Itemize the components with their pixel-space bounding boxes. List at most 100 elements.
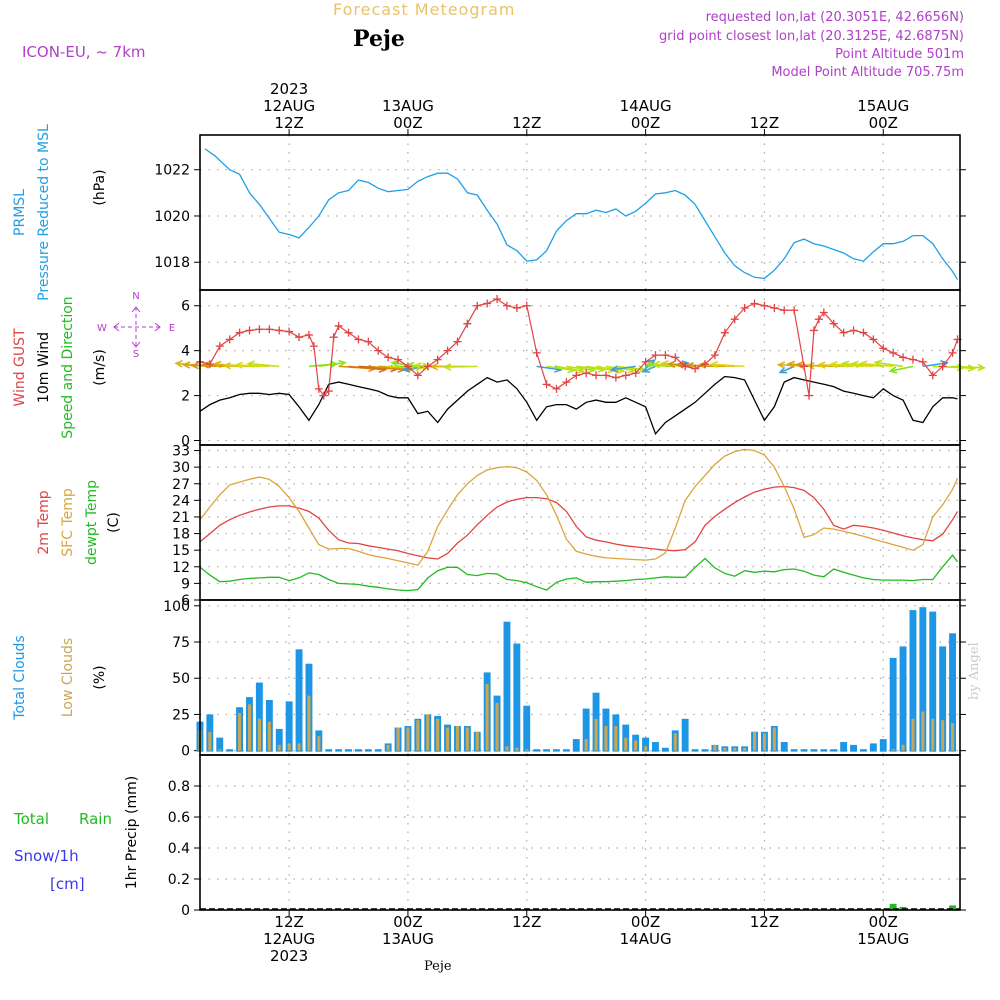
gust-marker bbox=[493, 294, 502, 303]
panel-ylabel: SFC Temp bbox=[60, 488, 76, 557]
gust-marker bbox=[205, 360, 214, 369]
wind-arrow-head bbox=[234, 361, 244, 369]
bottom-time-label: 00Z bbox=[869, 913, 898, 931]
panel-ylabel: 1hr Precip (mm) bbox=[124, 776, 140, 889]
gust-marker bbox=[215, 342, 224, 351]
gust-marker bbox=[235, 328, 244, 337]
panel-ylabel: PRMSL bbox=[12, 189, 28, 236]
wind-arrow-head bbox=[413, 362, 422, 370]
gust-marker bbox=[651, 351, 660, 360]
gust-marker bbox=[329, 333, 338, 342]
y-tick-label: 6 bbox=[181, 299, 190, 315]
low-cloud-bar bbox=[584, 739, 588, 751]
gust-marker bbox=[928, 371, 937, 380]
gust-marker bbox=[859, 328, 868, 337]
gust-marker bbox=[403, 362, 412, 371]
wind-arrow-head bbox=[338, 359, 348, 368]
gust-marker bbox=[770, 303, 779, 312]
wind-arrow-head bbox=[817, 361, 826, 369]
top-time-label: 13AUG bbox=[382, 97, 434, 115]
total-cloud-bar bbox=[325, 749, 333, 752]
gust-marker bbox=[611, 373, 620, 382]
low-cloud-bar bbox=[257, 718, 261, 751]
wind-direction-arrow bbox=[642, 365, 656, 373]
gust-marker bbox=[899, 353, 908, 362]
gust-marker bbox=[938, 362, 947, 371]
total-cloud-bar bbox=[553, 749, 560, 752]
wind-direction-arrow bbox=[851, 363, 884, 368]
legend-snow-label: Snow/1h bbox=[14, 847, 79, 865]
point-altitude: Point Altitude 501m bbox=[835, 47, 964, 62]
wind-direction-arrow bbox=[586, 365, 615, 372]
low-cloud-bar bbox=[436, 718, 440, 751]
y-tick-label: 0 bbox=[181, 744, 190, 760]
wind-arrow-head bbox=[660, 360, 669, 368]
total-cloud-bar bbox=[919, 607, 927, 752]
compass-south: S bbox=[133, 349, 139, 360]
low-cloud-bar bbox=[495, 702, 499, 751]
wind-arrow-head bbox=[651, 360, 661, 369]
total-cloud-bar bbox=[909, 610, 917, 752]
wind-arrow-head bbox=[805, 361, 815, 370]
gust-marker bbox=[621, 371, 630, 380]
gust-marker bbox=[750, 299, 759, 308]
wind-arrow-head bbox=[697, 361, 707, 369]
gust-marker bbox=[364, 337, 373, 346]
low-cloud-bar bbox=[713, 744, 717, 751]
gust-marker bbox=[354, 335, 363, 344]
y-tick-label: 0.8 bbox=[168, 779, 190, 795]
wind-arrow-head bbox=[609, 365, 619, 373]
gust-marker bbox=[582, 369, 591, 378]
wind-direction-arrow bbox=[566, 365, 595, 372]
low-cloud-bar bbox=[525, 749, 529, 751]
total-cloud-bar bbox=[572, 739, 580, 752]
panel-ylabel: 2m Temp bbox=[36, 490, 52, 554]
y-tick-label: 0 bbox=[181, 434, 190, 450]
total-cloud-bar bbox=[226, 749, 234, 752]
total-cloud-bar bbox=[810, 749, 818, 752]
wind-arrow-head bbox=[641, 365, 651, 373]
top-time-label: 14AUG bbox=[620, 97, 672, 115]
compass-cross bbox=[114, 307, 160, 347]
total-cloud-bar bbox=[523, 705, 531, 752]
gust-marker bbox=[483, 299, 492, 308]
gust-marker bbox=[304, 330, 313, 339]
gust-marker bbox=[790, 306, 799, 315]
low-cloud-bar bbox=[743, 747, 747, 751]
top-time-label: 12Z bbox=[512, 114, 541, 132]
gust-marker bbox=[889, 348, 898, 357]
wind-direction-arrow bbox=[611, 365, 636, 371]
low-cloud-bar bbox=[753, 731, 757, 751]
wind-direction-arrow bbox=[952, 365, 985, 369]
requested-coordinates: requested lon,lat (20.3051E, 42.6656N) bbox=[705, 10, 964, 25]
wind-arrow-head bbox=[174, 360, 183, 368]
total-cloud-bar bbox=[255, 682, 263, 752]
gust-marker bbox=[740, 303, 749, 312]
gust-marker bbox=[319, 391, 328, 400]
wind-arrow-head bbox=[246, 360, 256, 368]
low-cloud-bar bbox=[208, 731, 212, 751]
total-cloud-bar bbox=[503, 621, 511, 752]
compass-north: N bbox=[132, 291, 139, 302]
gust-marker bbox=[384, 353, 393, 362]
total-cloud-bar bbox=[642, 737, 649, 752]
dewpoint-temp-line bbox=[199, 554, 959, 592]
gust-marker bbox=[522, 301, 531, 310]
gust-marker bbox=[314, 384, 323, 393]
y-tick-label: 0.6 bbox=[168, 810, 190, 826]
wind-arrow-head bbox=[390, 359, 400, 368]
gust-marker bbox=[225, 335, 234, 344]
low-cloud-bar bbox=[614, 726, 618, 751]
low-cloud-bar bbox=[396, 727, 400, 751]
low-cloud-bar bbox=[267, 721, 271, 751]
y-tick-label: 2 bbox=[181, 389, 190, 405]
total-cloud-bar bbox=[543, 749, 550, 752]
panel-unit-label: (hPa) bbox=[92, 169, 108, 205]
y-tick-label: 0 bbox=[181, 903, 190, 919]
model-label: ICON-EU, ~ 7km bbox=[22, 43, 146, 61]
compass-east: E bbox=[169, 323, 175, 334]
gust-marker bbox=[562, 378, 571, 387]
total-cloud-bar bbox=[899, 646, 907, 752]
gust-marker bbox=[245, 326, 254, 335]
total-cloud-bar bbox=[929, 611, 937, 752]
